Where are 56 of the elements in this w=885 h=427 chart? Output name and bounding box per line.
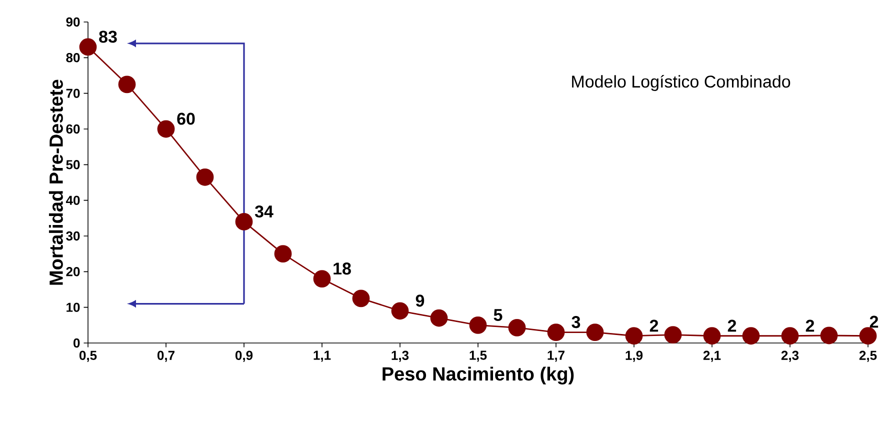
data-label: 5 xyxy=(494,309,502,321)
x-tick-label: 2,1 xyxy=(703,350,721,362)
x-tick-label: 1,3 xyxy=(392,350,409,362)
x-tick-label: 0,7 xyxy=(157,350,174,362)
point xyxy=(625,327,643,345)
y-tick-label: 0 xyxy=(74,338,80,348)
x-tick-label: 1,9 xyxy=(626,350,643,362)
point xyxy=(352,290,370,308)
x-tick-label: 0,5 xyxy=(79,350,97,362)
point xyxy=(742,327,760,345)
point xyxy=(196,168,214,186)
y-tick-label: 20 xyxy=(66,267,80,276)
point xyxy=(859,327,877,345)
point xyxy=(703,327,721,345)
point xyxy=(313,270,331,288)
data-label: 2 xyxy=(650,320,658,332)
data-label: 2 xyxy=(728,320,736,332)
x-tick-label: 1,1 xyxy=(314,350,331,362)
point xyxy=(469,316,487,334)
data-label: 2 xyxy=(806,320,814,332)
y-tick-label: 60 xyxy=(66,124,80,134)
point xyxy=(79,38,97,56)
x-tick-label: 1,7 xyxy=(548,350,564,362)
point xyxy=(391,302,409,320)
data-label: 60 xyxy=(177,112,195,125)
y-tick-label: 90 xyxy=(66,17,80,27)
y-tick-label: 40 xyxy=(66,196,80,205)
y-tick-label: 50 xyxy=(66,160,80,170)
point xyxy=(820,326,838,344)
point xyxy=(664,326,682,344)
point xyxy=(547,324,565,341)
point xyxy=(118,76,136,94)
data-label: 18 xyxy=(334,262,351,275)
data-label: 83 xyxy=(99,30,117,43)
data-label: 2 xyxy=(870,316,878,328)
y-tick-label: 30 xyxy=(66,231,80,241)
data-label: 3 xyxy=(572,316,580,328)
data-label: 9 xyxy=(416,294,424,307)
x-tick-label: 0,9 xyxy=(235,350,253,362)
point xyxy=(586,324,604,341)
point xyxy=(781,327,799,345)
data-label: 34 xyxy=(254,205,274,218)
point xyxy=(508,318,526,336)
x-tick-label: 1,5 xyxy=(470,350,487,362)
x-tick-label: 2,5 xyxy=(859,350,877,362)
y-tick-label: 10 xyxy=(66,302,80,312)
y-tick-label: 80 xyxy=(66,53,80,62)
point xyxy=(157,120,175,138)
x-tick-label: 2,3 xyxy=(781,350,799,362)
y-axis-title: Mortalidad Pre-Destete xyxy=(48,80,63,285)
annotation: Modelo Logístico Combinado xyxy=(572,74,790,92)
point xyxy=(235,213,253,230)
x-axis-title: Peso Nacimiento (kg) xyxy=(382,366,574,384)
y-tick-label: 70 xyxy=(66,88,80,98)
point xyxy=(430,309,448,327)
point xyxy=(274,245,292,263)
